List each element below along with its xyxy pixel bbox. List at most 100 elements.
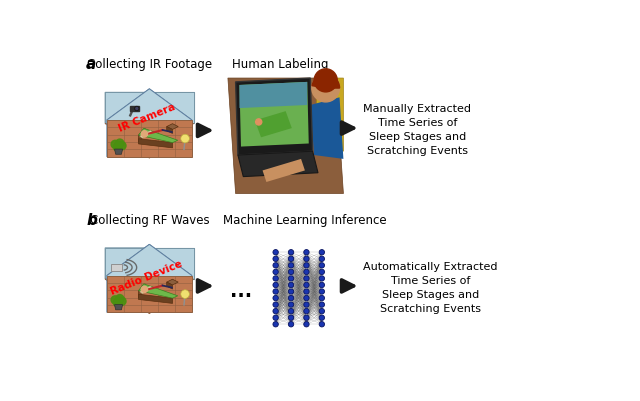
Polygon shape bbox=[115, 150, 123, 155]
Text: Collecting RF Waves: Collecting RF Waves bbox=[90, 213, 209, 226]
Circle shape bbox=[319, 302, 324, 308]
Polygon shape bbox=[166, 127, 172, 134]
Polygon shape bbox=[162, 130, 173, 134]
Circle shape bbox=[319, 283, 324, 288]
Circle shape bbox=[273, 309, 278, 314]
Polygon shape bbox=[115, 305, 123, 310]
Circle shape bbox=[135, 107, 139, 111]
Circle shape bbox=[115, 142, 123, 150]
Circle shape bbox=[255, 119, 262, 126]
Circle shape bbox=[141, 132, 147, 138]
Polygon shape bbox=[255, 112, 292, 138]
Polygon shape bbox=[239, 83, 307, 109]
Circle shape bbox=[304, 309, 309, 314]
Circle shape bbox=[111, 141, 119, 149]
Circle shape bbox=[289, 302, 294, 308]
Circle shape bbox=[319, 250, 324, 255]
Circle shape bbox=[319, 276, 324, 282]
Circle shape bbox=[115, 298, 123, 306]
Circle shape bbox=[273, 257, 278, 262]
Circle shape bbox=[304, 276, 309, 282]
Circle shape bbox=[319, 269, 324, 275]
Polygon shape bbox=[147, 285, 164, 291]
Circle shape bbox=[273, 276, 278, 282]
Circle shape bbox=[289, 283, 294, 288]
Circle shape bbox=[312, 75, 340, 103]
Circle shape bbox=[273, 315, 278, 320]
Text: IR Camera: IR Camera bbox=[117, 101, 177, 133]
Circle shape bbox=[289, 250, 294, 255]
Circle shape bbox=[304, 257, 309, 262]
Circle shape bbox=[289, 289, 294, 294]
Polygon shape bbox=[138, 284, 178, 298]
Circle shape bbox=[118, 142, 126, 150]
Polygon shape bbox=[239, 83, 308, 147]
Text: Machine Learning Inference: Machine Learning Inference bbox=[223, 213, 387, 226]
Circle shape bbox=[304, 283, 309, 288]
Polygon shape bbox=[138, 129, 178, 143]
Polygon shape bbox=[140, 131, 153, 139]
Circle shape bbox=[273, 296, 278, 301]
Circle shape bbox=[304, 296, 309, 301]
Polygon shape bbox=[238, 152, 318, 177]
Circle shape bbox=[136, 108, 138, 110]
Polygon shape bbox=[107, 89, 192, 121]
Polygon shape bbox=[166, 124, 178, 130]
Polygon shape bbox=[166, 279, 178, 285]
Circle shape bbox=[319, 296, 324, 301]
Polygon shape bbox=[105, 93, 194, 124]
Circle shape bbox=[273, 322, 278, 327]
Circle shape bbox=[116, 295, 124, 303]
Circle shape bbox=[289, 276, 294, 282]
Polygon shape bbox=[107, 89, 192, 157]
Circle shape bbox=[180, 290, 189, 299]
Circle shape bbox=[273, 283, 278, 288]
Polygon shape bbox=[105, 248, 194, 279]
Polygon shape bbox=[105, 93, 194, 124]
Circle shape bbox=[180, 135, 189, 144]
Polygon shape bbox=[138, 284, 145, 298]
Polygon shape bbox=[107, 276, 192, 312]
Polygon shape bbox=[107, 245, 192, 312]
Circle shape bbox=[304, 289, 309, 294]
Circle shape bbox=[273, 250, 278, 255]
Circle shape bbox=[304, 322, 309, 327]
Polygon shape bbox=[262, 160, 305, 182]
Circle shape bbox=[289, 322, 294, 327]
Polygon shape bbox=[149, 93, 194, 124]
Wedge shape bbox=[312, 75, 340, 89]
Circle shape bbox=[289, 309, 294, 314]
Text: ...: ... bbox=[230, 282, 252, 300]
Circle shape bbox=[319, 289, 324, 294]
Polygon shape bbox=[105, 248, 149, 279]
Circle shape bbox=[304, 263, 309, 268]
Circle shape bbox=[118, 298, 126, 306]
Circle shape bbox=[116, 140, 124, 148]
Circle shape bbox=[304, 269, 309, 275]
Polygon shape bbox=[236, 79, 312, 156]
Circle shape bbox=[289, 257, 294, 262]
Circle shape bbox=[314, 70, 337, 93]
Circle shape bbox=[113, 144, 122, 152]
Circle shape bbox=[319, 257, 324, 262]
Bar bbox=[111, 264, 122, 272]
Circle shape bbox=[289, 269, 294, 275]
Polygon shape bbox=[107, 121, 192, 157]
Circle shape bbox=[319, 309, 324, 314]
Circle shape bbox=[304, 302, 309, 308]
Circle shape bbox=[273, 263, 278, 268]
Polygon shape bbox=[105, 93, 149, 124]
Polygon shape bbox=[105, 279, 194, 314]
Circle shape bbox=[319, 315, 324, 320]
Polygon shape bbox=[105, 124, 194, 159]
Circle shape bbox=[304, 250, 309, 255]
Text: Manually Extracted
Time Series of
Sleep Stages and
Scratching Events: Manually Extracted Time Series of Sleep … bbox=[364, 103, 472, 155]
Circle shape bbox=[273, 269, 278, 275]
Polygon shape bbox=[138, 294, 173, 304]
Circle shape bbox=[289, 263, 294, 268]
Polygon shape bbox=[140, 286, 153, 294]
Circle shape bbox=[141, 287, 147, 293]
Polygon shape bbox=[138, 129, 145, 143]
Polygon shape bbox=[149, 248, 194, 279]
Polygon shape bbox=[228, 79, 344, 194]
